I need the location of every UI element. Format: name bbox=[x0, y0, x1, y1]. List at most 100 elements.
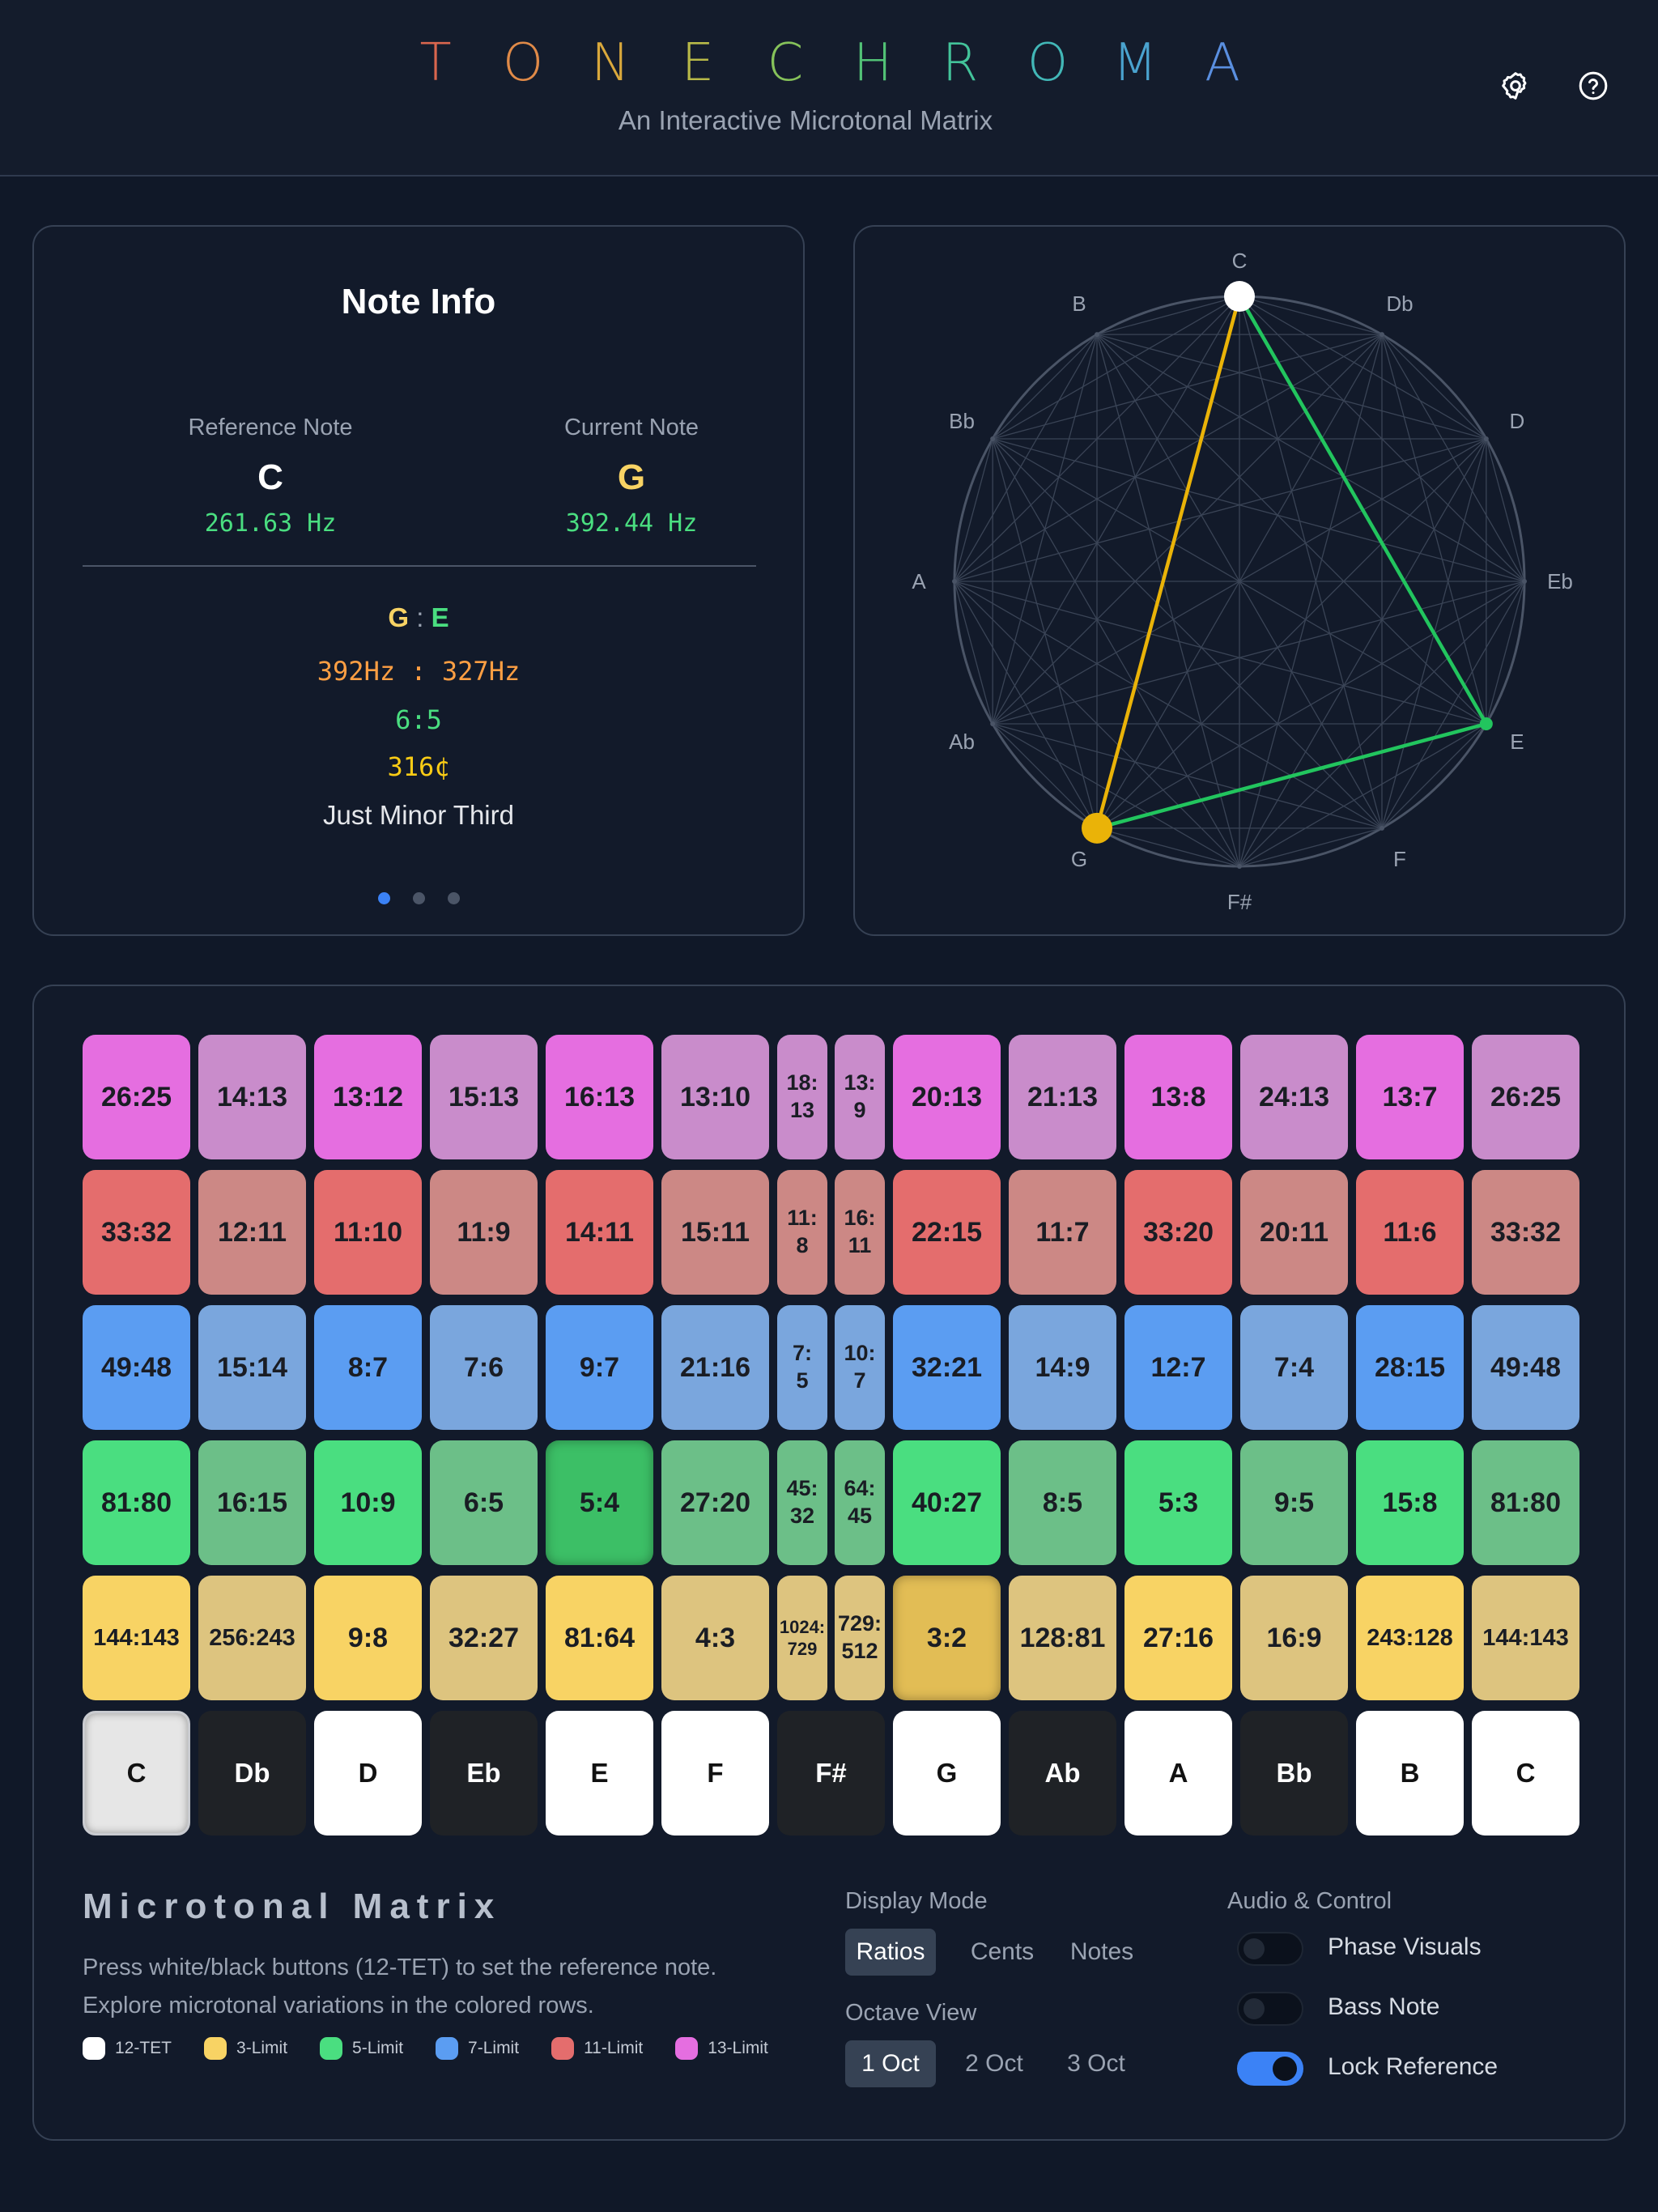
page-dot-2[interactable] bbox=[412, 892, 425, 904]
note-key-e[interactable]: E bbox=[546, 1711, 653, 1836]
ratio-cell-13-limit[interactable]: 14:13 bbox=[198, 1035, 306, 1159]
ratio-cell-13-limit[interactable]: 13:12 bbox=[314, 1035, 422, 1159]
ratio-cell-3-limit[interactable]: 729: 512 bbox=[835, 1576, 885, 1700]
note-key-a[interactable]: A bbox=[1124, 1711, 1232, 1836]
ratio-cell-3-limit[interactable]: 256:243 bbox=[198, 1576, 306, 1700]
ratio-cell-7-limit[interactable]: 32:21 bbox=[893, 1305, 1001, 1430]
note-key-f[interactable]: F bbox=[661, 1711, 769, 1836]
ratio-cell-11-limit[interactable]: 11:10 bbox=[314, 1170, 422, 1295]
ratio-cell-5-limit[interactable]: 10:9 bbox=[314, 1440, 422, 1565]
ratio-cell-7-limit[interactable]: 49:48 bbox=[83, 1305, 190, 1430]
ratio-cell-3-limit[interactable]: 1024: 729 bbox=[777, 1576, 827, 1700]
ratio-cell-3-limit[interactable]: 128:81 bbox=[1009, 1576, 1116, 1700]
ratio-cell-5-limit[interactable]: 81:80 bbox=[83, 1440, 190, 1565]
ratio-cell-7-limit[interactable]: 15:14 bbox=[198, 1305, 306, 1430]
phase-visuals-toggle[interactable] bbox=[1237, 1932, 1303, 1966]
octave-view-option-2-oct[interactable]: 2 Oct bbox=[965, 2050, 1023, 2077]
display-mode-option-ratios[interactable]: Ratios bbox=[845, 1929, 936, 1976]
ratio-cell-3-limit[interactable]: 243:128 bbox=[1356, 1576, 1464, 1700]
ratio-cell-11-limit[interactable]: 14:11 bbox=[546, 1170, 653, 1295]
ratio-cell-7-limit[interactable]: 9:7 bbox=[546, 1305, 653, 1430]
ratio-cell-11-limit[interactable]: 22:15 bbox=[893, 1170, 1001, 1295]
ratio-cell-13-limit[interactable]: 16:13 bbox=[546, 1035, 653, 1159]
ratio-cell-5-limit[interactable]: 6:5 bbox=[430, 1440, 538, 1565]
ratio-cell-11-limit[interactable]: 11:7 bbox=[1009, 1170, 1116, 1295]
page-dot-3[interactable] bbox=[447, 892, 460, 904]
ratio-cell-11-limit[interactable]: 33:20 bbox=[1124, 1170, 1232, 1295]
note-key-c[interactable]: C bbox=[1472, 1711, 1579, 1836]
ratio-cell-13-limit[interactable]: 26:25 bbox=[1472, 1035, 1579, 1159]
ratio-cell-3-limit[interactable]: 144:143 bbox=[1472, 1576, 1579, 1700]
octave-view-option-1-oct[interactable]: 1 Oct bbox=[845, 2040, 936, 2087]
ratio-cell-13-limit[interactable]: 13: 9 bbox=[835, 1035, 885, 1159]
ratio-cell-11-limit[interactable]: 16: 11 bbox=[835, 1170, 885, 1295]
ratio-cell-13-limit[interactable]: 15:13 bbox=[430, 1035, 538, 1159]
ratio-cell-5-limit[interactable]: 27:20 bbox=[661, 1440, 769, 1565]
ratio-cell-5-limit[interactable]: 81:80 bbox=[1472, 1440, 1579, 1565]
note-key-bb[interactable]: Bb bbox=[1240, 1711, 1348, 1836]
ratio-cell-3-limit[interactable]: 4:3 bbox=[661, 1576, 769, 1700]
note-key-eb[interactable]: Eb bbox=[430, 1711, 538, 1836]
ratio-cell-5-limit[interactable]: 5:3 bbox=[1124, 1440, 1232, 1565]
pitch-circle[interactable]: C Db D Eb E F F# G Ab A Bb B bbox=[855, 227, 1624, 934]
ratio-cell-7-limit[interactable]: 28:15 bbox=[1356, 1305, 1464, 1430]
ratio-cell-7-limit[interactable]: 10: 7 bbox=[835, 1305, 885, 1430]
ratio-cell-7-limit[interactable]: 49:48 bbox=[1472, 1305, 1579, 1430]
ratio-cell-11-limit[interactable]: 15:11 bbox=[661, 1170, 769, 1295]
ratio-cell-7-limit[interactable]: 12:7 bbox=[1124, 1305, 1232, 1430]
ratio-cell-5-limit[interactable]: 16:15 bbox=[198, 1440, 306, 1565]
ratio-cell-7-limit[interactable]: 14:9 bbox=[1009, 1305, 1116, 1430]
ratio-cell-7-limit[interactable]: 7:6 bbox=[430, 1305, 538, 1430]
ratio-cell-13-limit[interactable]: 21:13 bbox=[1009, 1035, 1116, 1159]
ratio-cell-3-limit[interactable]: 9:8 bbox=[314, 1576, 422, 1700]
ratio-cell-5-limit[interactable]: 9:5 bbox=[1240, 1440, 1348, 1565]
ratio-cell-3-limit[interactable]: 81:64 bbox=[546, 1576, 653, 1700]
ratio-cell-5-limit[interactable]: 64: 45 bbox=[835, 1440, 885, 1565]
ratio-cell-13-limit[interactable]: 18: 13 bbox=[777, 1035, 827, 1159]
bass-note-toggle[interactable] bbox=[1237, 1992, 1303, 2026]
ratio-cell-11-limit[interactable]: 11:6 bbox=[1356, 1170, 1464, 1295]
note-key-db[interactable]: Db bbox=[198, 1711, 306, 1836]
note-key-g[interactable]: G bbox=[893, 1711, 1001, 1836]
ratio-cell-7-limit[interactable]: 7:4 bbox=[1240, 1305, 1348, 1430]
ratio-cell-7-limit[interactable]: 7: 5 bbox=[777, 1305, 827, 1430]
ratio-cell-5-limit[interactable]: 15:8 bbox=[1356, 1440, 1464, 1565]
ratio-cell-7-limit[interactable]: 21:16 bbox=[661, 1305, 769, 1430]
note-key-ab[interactable]: Ab bbox=[1009, 1711, 1116, 1836]
help-button[interactable] bbox=[1572, 66, 1614, 108]
ratio-cell-5-limit[interactable]: 45: 32 bbox=[777, 1440, 827, 1565]
ratio-cell-11-limit[interactable]: 33:32 bbox=[1472, 1170, 1579, 1295]
note-key-c[interactable]: C bbox=[83, 1711, 190, 1836]
settings-button[interactable] bbox=[1494, 66, 1537, 108]
ratio-cell-13-limit[interactable]: 20:13 bbox=[893, 1035, 1001, 1159]
ratio-cell-13-limit[interactable]: 13:10 bbox=[661, 1035, 769, 1159]
ratio-cell-13-limit[interactable]: 26:25 bbox=[83, 1035, 190, 1159]
ratio-cell-3-limit[interactable]: 16:9 bbox=[1240, 1576, 1348, 1700]
note-key-d[interactable]: D bbox=[314, 1711, 422, 1836]
ratio-cell-3-limit[interactable]: 32:27 bbox=[430, 1576, 538, 1700]
ratio-cell-3-limit[interactable]: 3:2 bbox=[893, 1576, 1001, 1700]
ratio-cell-11-limit[interactable]: 33:32 bbox=[83, 1170, 190, 1295]
ratio-cell-7-limit[interactable]: 8:7 bbox=[314, 1305, 422, 1430]
ratio-cell-3-limit[interactable]: 27:16 bbox=[1124, 1576, 1232, 1700]
ratio-cell-5-limit[interactable]: 40:27 bbox=[893, 1440, 1001, 1565]
octave-view-option-3-oct[interactable]: 3 Oct bbox=[1067, 2050, 1125, 2077]
ratio-cell-13-limit[interactable]: 24:13 bbox=[1240, 1035, 1348, 1159]
ratio-cell-11-limit[interactable]: 11: 8 bbox=[777, 1170, 827, 1295]
ratio-cell-13-limit[interactable]: 13:8 bbox=[1124, 1035, 1232, 1159]
octave-view-label: Octave View bbox=[845, 2000, 977, 2026]
ratio-cell-13-limit[interactable]: 13:7 bbox=[1356, 1035, 1464, 1159]
display-mode-option-notes[interactable]: Notes bbox=[1069, 1938, 1134, 1965]
display-mode-option-cents[interactable]: Cents bbox=[970, 1938, 1035, 1965]
ratio-cell-11-limit[interactable]: 12:11 bbox=[198, 1170, 306, 1295]
ratio-cell-3-limit[interactable]: 144:143 bbox=[83, 1576, 190, 1700]
page-dot-1[interactable] bbox=[377, 892, 390, 904]
audio-control-label: Audio & Control bbox=[1227, 1888, 1392, 1914]
ratio-cell-11-limit[interactable]: 11:9 bbox=[430, 1170, 538, 1295]
note-key-f-sharp[interactable]: F# bbox=[777, 1711, 885, 1836]
note-key-b[interactable]: B bbox=[1356, 1711, 1464, 1836]
ratio-cell-5-limit[interactable]: 8:5 bbox=[1009, 1440, 1116, 1565]
ratio-cell-11-limit[interactable]: 20:11 bbox=[1240, 1170, 1348, 1295]
lock-reference-toggle[interactable] bbox=[1237, 2052, 1303, 2086]
ratio-cell-5-limit[interactable]: 5:4 bbox=[546, 1440, 653, 1565]
